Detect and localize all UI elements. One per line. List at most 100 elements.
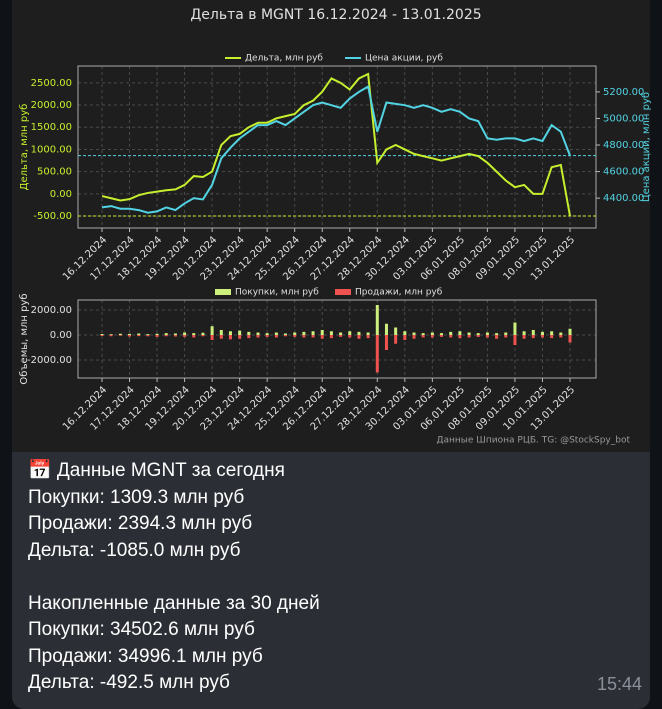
bar xyxy=(366,332,370,335)
bar xyxy=(109,335,113,337)
bar xyxy=(522,335,526,339)
message-line: Накопленные данные за 30 дней xyxy=(28,592,320,614)
bar xyxy=(522,331,526,335)
y-axis-label: Объемы, млн руб xyxy=(19,293,30,384)
bar xyxy=(339,332,343,335)
bar xyxy=(458,331,462,335)
bar xyxy=(467,332,471,335)
bar xyxy=(421,333,425,335)
y2-tick-label: 5200.00 xyxy=(603,87,644,98)
legend-label: Цена акции, руб xyxy=(365,54,443,64)
bar xyxy=(146,334,150,335)
bar xyxy=(504,335,508,338)
bar xyxy=(118,333,122,335)
bar xyxy=(375,335,379,373)
bar xyxy=(247,331,251,335)
y-tick-label: 500.00 xyxy=(37,167,72,178)
bar xyxy=(430,335,434,338)
legend-label: Покупки, млн руб xyxy=(235,288,319,298)
y-tick-label: 2500.00 xyxy=(31,78,72,89)
bar xyxy=(320,335,324,339)
bar xyxy=(228,335,232,340)
bar xyxy=(421,335,425,338)
bar xyxy=(109,334,113,335)
bar xyxy=(458,335,462,339)
message-line: 📅 Данные MGNT за сегодня xyxy=(28,460,285,481)
bar xyxy=(531,335,535,339)
bar xyxy=(302,331,306,335)
bar xyxy=(339,335,343,337)
message-time: 15:44 xyxy=(596,673,642,694)
plot-frame xyxy=(77,299,597,379)
bar xyxy=(118,335,122,336)
bar xyxy=(403,335,407,340)
bar xyxy=(476,335,480,337)
bar xyxy=(485,335,489,338)
bar xyxy=(137,333,141,335)
bar xyxy=(247,335,251,339)
bar xyxy=(531,330,535,335)
y2-tick-label: 4600.00 xyxy=(603,167,644,178)
bar xyxy=(440,333,444,335)
bar xyxy=(183,335,187,337)
bar xyxy=(320,330,324,335)
bar xyxy=(504,332,508,335)
bar xyxy=(412,332,416,335)
bar xyxy=(164,333,168,335)
today-block: 📅 Данные MGNT за сегодня Покупки: 1309.3 … xyxy=(28,458,650,564)
y2-tick-label: 4800.00 xyxy=(603,140,644,151)
bar xyxy=(495,333,499,335)
bar xyxy=(155,333,159,335)
message-line: Дельта: -492.5 млн руб xyxy=(28,672,230,693)
bar xyxy=(256,332,260,335)
bar xyxy=(155,335,159,337)
bar xyxy=(394,327,398,335)
chart-image: Дельта в MGNT 16.12.2024 - 13.01.2025 Да… xyxy=(12,0,652,452)
bar xyxy=(265,333,269,335)
y2-axis-label: Цена акции, млн руб xyxy=(641,92,652,202)
bar xyxy=(256,335,260,338)
y-tick-label: 2000.00 xyxy=(31,305,72,316)
bar xyxy=(550,331,554,335)
bar xyxy=(430,332,434,335)
legend-label: Дельта, млн руб xyxy=(245,54,323,64)
bar xyxy=(146,335,150,337)
bar xyxy=(192,335,196,338)
bar xyxy=(403,331,407,335)
y-tick-label: 0.00 xyxy=(50,189,72,200)
y-tick-label: 0.00 xyxy=(50,330,72,341)
bar xyxy=(449,331,453,335)
bar xyxy=(476,333,480,335)
y-tick-label: 1000.00 xyxy=(31,144,72,155)
bar xyxy=(210,335,214,340)
bar xyxy=(201,335,205,337)
bar xyxy=(173,335,177,337)
bar xyxy=(412,335,416,339)
bar xyxy=(568,328,572,335)
series-line xyxy=(101,72,571,217)
bar xyxy=(128,335,132,337)
bar xyxy=(219,335,223,339)
bar xyxy=(192,333,196,335)
bar xyxy=(357,331,361,335)
bar xyxy=(164,335,168,337)
bar xyxy=(293,332,297,335)
bar xyxy=(100,335,104,336)
message-line: Дельта: -1085.0 млн руб xyxy=(28,539,241,561)
bar xyxy=(394,335,398,344)
y2-tick-label: 5000.00 xyxy=(603,113,644,124)
bar xyxy=(302,335,306,338)
bar xyxy=(540,335,544,338)
bar xyxy=(100,334,104,335)
bar xyxy=(559,335,563,338)
bar xyxy=(183,332,187,335)
y-axis-label: Дельта, млн руб xyxy=(19,104,30,191)
message-line: Покупки: 1309.3 млн руб xyxy=(28,486,245,508)
bar xyxy=(228,331,232,335)
bar xyxy=(440,335,444,337)
bar xyxy=(219,330,223,335)
message-line: Покупки: 34502.6 млн руб xyxy=(28,619,255,640)
y2-tick-label: 4400.00 xyxy=(603,193,644,204)
gap xyxy=(28,564,650,591)
bar xyxy=(293,335,297,337)
